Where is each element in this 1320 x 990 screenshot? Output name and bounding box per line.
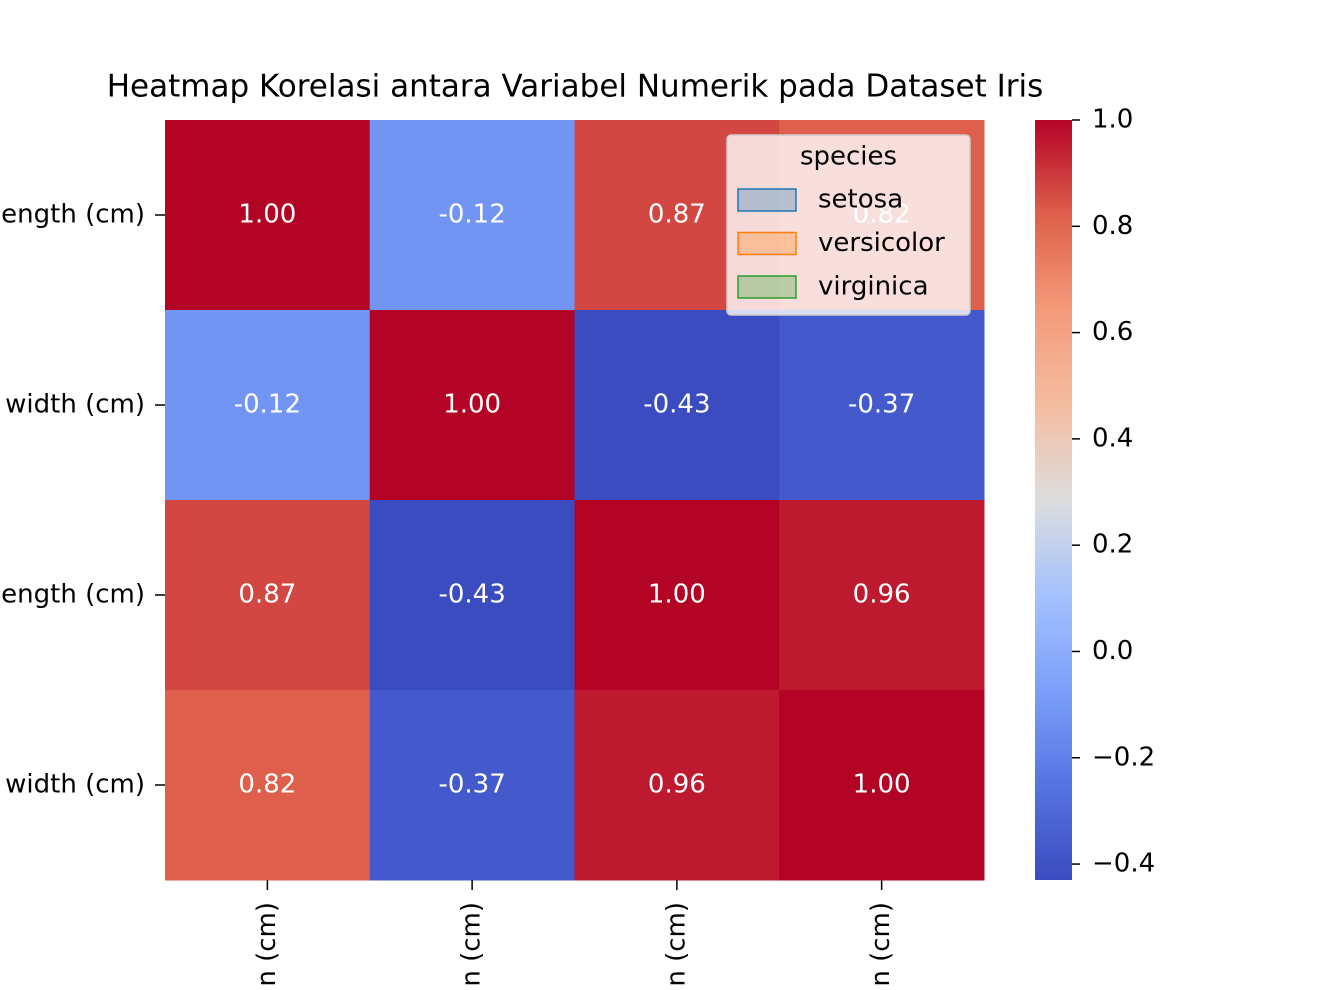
cell-label: 0.87: [648, 200, 706, 230]
heatmap-cell: [369, 690, 575, 881]
chart-title: Heatmap Korelasi antara Variabel Numerik…: [107, 69, 1044, 105]
legend-label: virginica: [818, 272, 929, 302]
cell-label: 0.87: [238, 580, 296, 610]
heatmap-cell: [574, 690, 780, 881]
cell-label: 1.00: [853, 770, 911, 800]
cell-label: -0.37: [438, 770, 505, 800]
heatmap-cell: [779, 310, 985, 501]
heatmap-cell: [369, 500, 575, 691]
heatmap-cell: [165, 120, 371, 311]
legend-label: setosa: [818, 185, 903, 215]
y-tick-label: width (cm): [5, 770, 145, 800]
legend-swatch: [737, 231, 797, 256]
cell-label: -0.12: [438, 200, 505, 230]
heatmap-cell: [165, 690, 371, 881]
y-tick-label: width (cm): [5, 390, 145, 420]
cell-label: 1.00: [238, 200, 296, 230]
cell-label: 1.00: [443, 390, 501, 420]
y-tick-label: ength (cm): [1, 580, 145, 610]
cell-label: 1.00: [648, 580, 706, 610]
heatmap-cell: [574, 500, 780, 691]
legend-swatch: [737, 275, 797, 299]
colorbar-tick-label: 0.6: [1092, 317, 1133, 347]
cell-label: 0.96: [648, 770, 706, 800]
y-tick-label: ength (cm): [1, 200, 145, 230]
cell-label: 0.82: [238, 770, 296, 800]
legend-title: species: [800, 142, 897, 172]
colorbar-tick-label: 1.0: [1092, 105, 1133, 135]
legend-box: [726, 134, 971, 316]
cell-label: -0.37: [848, 390, 915, 420]
cell-label: -0.43: [438, 580, 505, 610]
colorbar-tick-label: −0.2: [1092, 742, 1155, 772]
heatmap-cell: [369, 120, 575, 311]
colorbar-tick-label: −0.4: [1092, 849, 1155, 879]
cell-label: -0.12: [234, 390, 301, 420]
x-tick-label: n (cm): [866, 902, 896, 987]
x-tick-label: n (cm): [661, 902, 691, 987]
heatmap-cell: [165, 310, 371, 501]
heatmap-cell: [369, 310, 575, 501]
colorbar: [1035, 120, 1072, 880]
heatmap-cell: [779, 500, 985, 691]
colorbar-tick-label: 0.2: [1092, 530, 1133, 560]
cell-label: 0.96: [853, 580, 911, 610]
colorbar-tick-label: 0.0: [1092, 636, 1133, 666]
legend-swatch: [737, 188, 797, 212]
x-tick-label: n (cm): [457, 902, 487, 987]
heatmap-cell: [165, 500, 371, 691]
colorbar-tick-label: 0.8: [1092, 211, 1133, 241]
heatmap-cell: [574, 310, 780, 501]
colorbar-tick-label: 0.4: [1092, 423, 1133, 453]
legend-label: versicolor: [818, 228, 945, 258]
cell-label: -0.43: [643, 390, 710, 420]
x-tick-label: n (cm): [252, 902, 282, 987]
heatmap-cell: [779, 690, 985, 881]
